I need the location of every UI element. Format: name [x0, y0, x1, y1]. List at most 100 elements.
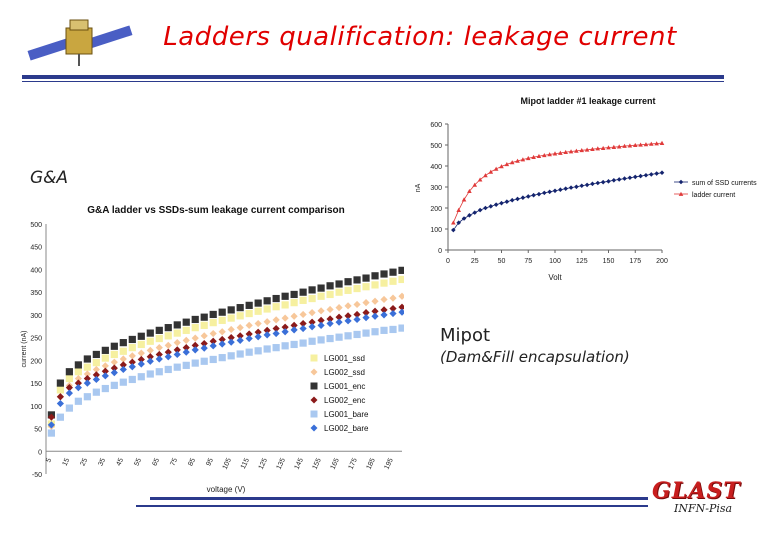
- data-point: [254, 307, 262, 315]
- data-point: [335, 280, 343, 288]
- data-point: [164, 332, 172, 340]
- data-point: [353, 330, 361, 339]
- data-point: [155, 350, 163, 359]
- data-point: [552, 151, 558, 156]
- data-point: [643, 172, 649, 178]
- data-point: [317, 284, 325, 292]
- data-point: [137, 355, 145, 364]
- data-point: [353, 315, 361, 324]
- data-point: [218, 316, 226, 324]
- y-tick-label: 0: [438, 248, 442, 255]
- data-point: [574, 184, 579, 190]
- data-point: [47, 429, 55, 437]
- data-point: [290, 340, 298, 349]
- y-tick-label: 400: [430, 164, 442, 171]
- y-tick-label: 50: [34, 427, 42, 434]
- y-axis-label: current (nA): [21, 331, 28, 368]
- data-point: [281, 301, 289, 309]
- data-point: [461, 197, 467, 202]
- data-point: [326, 305, 334, 314]
- x-tick-label: 50: [498, 258, 506, 265]
- data-point: [200, 339, 208, 348]
- data-point: [218, 308, 226, 316]
- data-point: [299, 324, 307, 333]
- data-point: [353, 300, 361, 309]
- data-point: [245, 309, 253, 318]
- data-point: [200, 357, 208, 365]
- data-point: [56, 399, 64, 408]
- data-point: [531, 192, 536, 198]
- infn-pisa-text: INFN-Pisa: [674, 502, 733, 515]
- data-point: [245, 334, 253, 343]
- data-point: [326, 282, 334, 290]
- data-point: [146, 329, 154, 337]
- data-point: [536, 153, 542, 158]
- data-point: [200, 321, 208, 329]
- data-point: [74, 361, 82, 369]
- data-point: [362, 314, 370, 322]
- x-tick-label: 115: [240, 457, 251, 470]
- data-point: [326, 334, 334, 343]
- series-LG001_bare: [47, 324, 404, 437]
- data-point: [558, 150, 563, 155]
- ga-chart: G&A ladder vs SSDs-sum leakage current c…: [16, 198, 404, 496]
- data-point: [155, 326, 163, 334]
- data-point: [380, 270, 388, 278]
- y-tick-label: 300: [30, 313, 42, 320]
- data-point: [290, 299, 298, 307]
- data-point: [362, 309, 370, 317]
- data-point: [254, 299, 262, 307]
- data-point: [245, 330, 253, 338]
- data-point: [643, 142, 649, 147]
- data-point: [182, 348, 190, 356]
- y-tick-label: 600: [430, 122, 442, 129]
- data-point: [398, 266, 404, 274]
- data-point: [616, 144, 622, 149]
- data-point: [616, 177, 622, 182]
- data-point: [389, 268, 397, 276]
- data-point: [101, 362, 109, 370]
- y-tick-label: -50: [32, 472, 42, 479]
- data-point: [606, 145, 611, 150]
- data-point: [83, 355, 91, 363]
- data-point: [155, 334, 163, 343]
- data-point: [398, 292, 404, 300]
- data-point: [335, 304, 343, 312]
- data-point: [590, 146, 595, 152]
- data-point: [227, 314, 235, 322]
- data-point: [272, 324, 280, 333]
- x-tick-label: 135: [276, 457, 287, 471]
- data-point: [558, 187, 563, 193]
- data-point: [137, 340, 145, 349]
- data-point: [74, 384, 82, 392]
- data-point: [326, 319, 334, 328]
- data-point: [371, 328, 379, 336]
- data-point: [344, 302, 352, 310]
- data-point: [299, 288, 307, 296]
- data-point: [272, 344, 280, 352]
- data-point: [389, 304, 397, 313]
- data-point: [173, 329, 181, 337]
- data-point: [362, 274, 370, 282]
- y-tick-label: 500: [430, 143, 442, 150]
- x-tick-label: 95: [205, 457, 215, 467]
- data-point: [595, 180, 601, 186]
- satellite-logo: [27, 19, 133, 66]
- data-point: [638, 142, 643, 147]
- x-tick-label: 15: [62, 457, 72, 467]
- data-point: [389, 277, 397, 285]
- data-point: [398, 308, 404, 316]
- x-tick-label: 0: [446, 258, 450, 265]
- data-point: [371, 312, 379, 320]
- data-point: [281, 323, 289, 331]
- data-point: [56, 386, 64, 394]
- data-point: [182, 318, 190, 326]
- x-tick-label: 65: [151, 457, 161, 467]
- data-point: [326, 290, 334, 299]
- data-point: [654, 171, 659, 176]
- data-point: [456, 207, 461, 212]
- data-point: [128, 335, 136, 344]
- data-point: [509, 160, 515, 165]
- data-point: [493, 166, 499, 171]
- data-point: [515, 158, 520, 163]
